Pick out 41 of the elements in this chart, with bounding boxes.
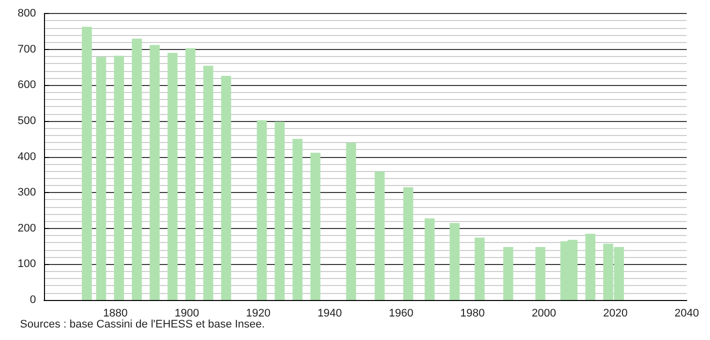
x-tick-label: 1960: [388, 308, 414, 320]
bar: [221, 76, 232, 300]
y-tick-label: 300: [18, 186, 36, 199]
x-tick-label: 1880: [103, 308, 128, 320]
y-tick-label: 700: [18, 43, 36, 56]
bar: [310, 152, 320, 300]
bar: [403, 187, 414, 300]
bar: [203, 66, 214, 300]
x-tick-label: 1920: [246, 308, 270, 320]
bar: [185, 48, 196, 300]
x-tick-label: 1900: [174, 308, 200, 320]
bar: [114, 56, 124, 300]
bar: [346, 142, 356, 300]
bar: [424, 218, 435, 300]
source-note: Sources : base Cassini de l'EHESS et base Insee.: [20, 318, 265, 330]
x-tick-label: 1940: [317, 308, 342, 320]
bar: [150, 45, 160, 300]
y-tick-label: 800: [18, 8, 36, 20]
bar: [132, 38, 142, 300]
x-tick-label: 2040: [674, 308, 700, 320]
bar: [450, 223, 460, 300]
y-tick-label: 600: [18, 79, 36, 92]
bar: [82, 26, 92, 300]
x-tick-label: 2020: [603, 308, 628, 320]
y-tick-label: 200: [18, 222, 36, 234]
bar: [503, 247, 514, 300]
bar: [256, 120, 267, 300]
x-tick-label: 2000: [532, 308, 556, 320]
bar: [535, 247, 546, 300]
bar: [274, 122, 285, 300]
y-tick-label: 400: [18, 150, 36, 163]
bar: [96, 56, 106, 300]
y-tick-label: 100: [18, 258, 36, 270]
y-tick-label: 500: [18, 114, 36, 127]
bar: [474, 238, 485, 300]
bar: [585, 234, 596, 300]
bar: [168, 52, 178, 300]
bar: [292, 138, 303, 300]
y-tick-label: 0: [30, 294, 36, 306]
bar: [374, 171, 385, 300]
x-tick-label: 1980: [460, 308, 485, 320]
